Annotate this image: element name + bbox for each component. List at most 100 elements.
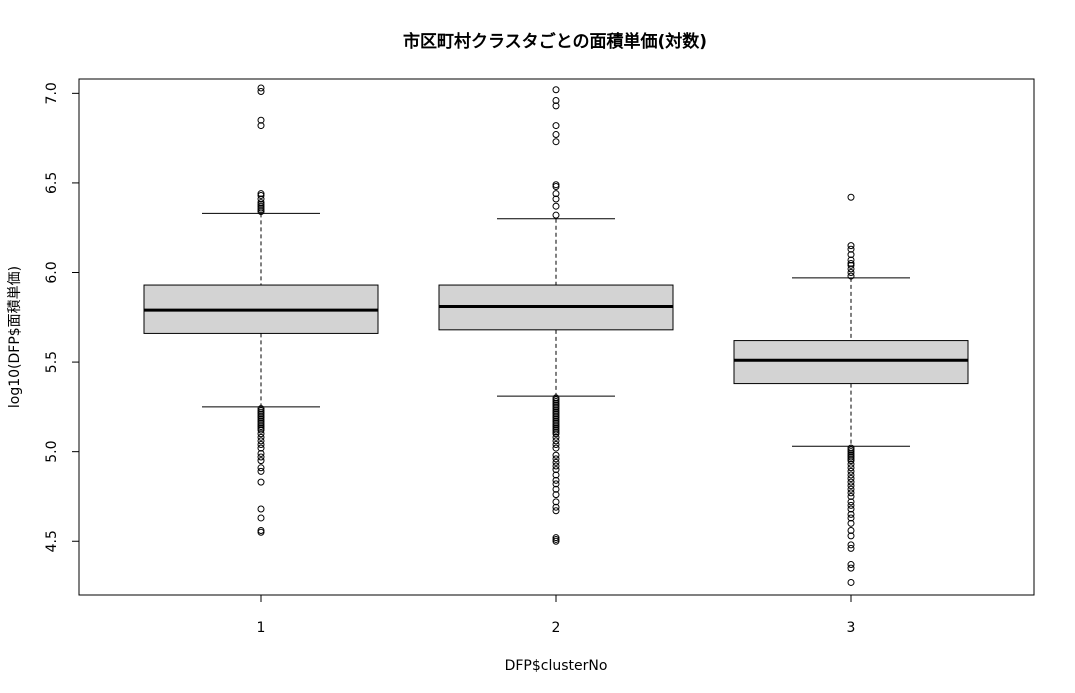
y-tick-label: 6.5 (44, 172, 60, 194)
outlier-point (552, 122, 560, 130)
outlier-point (847, 193, 855, 201)
outlier-point (847, 544, 855, 552)
outlier-point (552, 433, 560, 441)
outlier-point (847, 256, 855, 264)
outlier-point (847, 541, 855, 549)
outlier-point (847, 578, 855, 586)
outlier-point (257, 191, 265, 199)
outlier-point (257, 433, 265, 441)
outlier-point (552, 455, 560, 463)
outlier-point (847, 498, 855, 506)
outlier-point (552, 86, 560, 94)
outlier-point (552, 480, 560, 488)
outlier-point (847, 492, 855, 500)
outlier-point (552, 195, 560, 203)
outlier-point (847, 251, 855, 259)
x-tick-label: 3 (847, 620, 856, 636)
outlier-point (847, 532, 855, 540)
outlier-point (552, 444, 560, 452)
outlier-point (257, 88, 265, 96)
outlier-point (257, 84, 265, 92)
outlier-point (847, 272, 855, 280)
outlier-point (257, 467, 265, 475)
outlier-point (552, 485, 560, 493)
x-axis-title: DFP$clusterNo (505, 658, 608, 674)
outlier-point (552, 491, 560, 499)
outlier-point (552, 462, 560, 470)
outlier-point (257, 505, 265, 513)
y-axis-title: log10(DFP$面積単価) (7, 266, 23, 408)
outlier-point (847, 505, 855, 513)
outlier-point (257, 437, 265, 445)
outlier-point (847, 242, 855, 250)
y-tick-label: 7.0 (44, 82, 60, 104)
outlier-point (847, 460, 855, 468)
outlier-point (552, 102, 560, 110)
outlier-point (552, 138, 560, 146)
y-tick-label: 5.0 (44, 441, 60, 463)
outlier-point (847, 482, 855, 490)
outlier-point (257, 116, 265, 124)
outlier-point (257, 464, 265, 472)
outlier-point (847, 514, 855, 522)
outlier-point (847, 261, 855, 269)
outlier-point (257, 208, 265, 216)
outlier-point (847, 245, 855, 253)
box (733, 340, 969, 385)
outlier-point (847, 269, 855, 276)
outlier-point (552, 190, 560, 198)
outlier-point (847, 527, 855, 534)
outlier-point (847, 478, 855, 486)
outlier-point (552, 430, 560, 438)
outlier-point (847, 464, 855, 472)
outlier-point (257, 195, 265, 203)
outlier-point (257, 478, 265, 486)
x-tick-label: 2 (552, 620, 561, 636)
outlier-point (552, 476, 560, 484)
y-tick-label: 6.0 (44, 261, 60, 283)
y-tick-label: 4.5 (44, 530, 60, 552)
outlier-point (847, 265, 855, 273)
outlier-point (552, 537, 560, 545)
outlier-point (552, 466, 560, 474)
outlier-point (552, 498, 560, 506)
outlier-point (552, 183, 560, 190)
outlier-point (257, 457, 265, 465)
outlier-point (257, 514, 265, 522)
outlier-point (552, 451, 560, 459)
outlier-point (552, 437, 560, 445)
outlier-point (847, 501, 855, 509)
outlier-point (552, 458, 560, 466)
outlier-point (257, 453, 265, 461)
outlier-point (847, 564, 855, 572)
outlier-point (257, 444, 265, 452)
outlier-point (847, 489, 855, 497)
outlier-point (257, 449, 265, 457)
y-tick-label: 5.5 (44, 351, 60, 373)
x-tick-label: 1 (257, 620, 266, 636)
outlier-point (257, 441, 265, 448)
outlier-point (552, 507, 560, 515)
outlier-point (552, 503, 560, 511)
outlier-point (847, 510, 855, 518)
outlier-point (257, 122, 265, 130)
outlier-point (847, 467, 855, 475)
outlier-point (552, 211, 560, 219)
outlier-point (847, 485, 855, 493)
outlier-point (552, 441, 560, 448)
outlier-point (847, 519, 855, 527)
outlier-point (257, 430, 265, 438)
outlier-point (552, 97, 560, 104)
outlier-point (552, 202, 560, 210)
outlier-point (552, 131, 560, 139)
outlier-point (847, 471, 855, 479)
outlier-point (847, 561, 855, 569)
outlier-point (257, 528, 265, 536)
outlier-point (552, 471, 560, 479)
chart-marks: 4.5 5.0 5.5 6.0 6.5 7.0 1 2 3 (44, 82, 969, 636)
chart-title: 市区町村クラスタごとの面積単価(対数) (403, 31, 707, 52)
outlier-point (847, 457, 855, 465)
outlier-point (257, 426, 265, 434)
outlier-point (847, 475, 855, 483)
